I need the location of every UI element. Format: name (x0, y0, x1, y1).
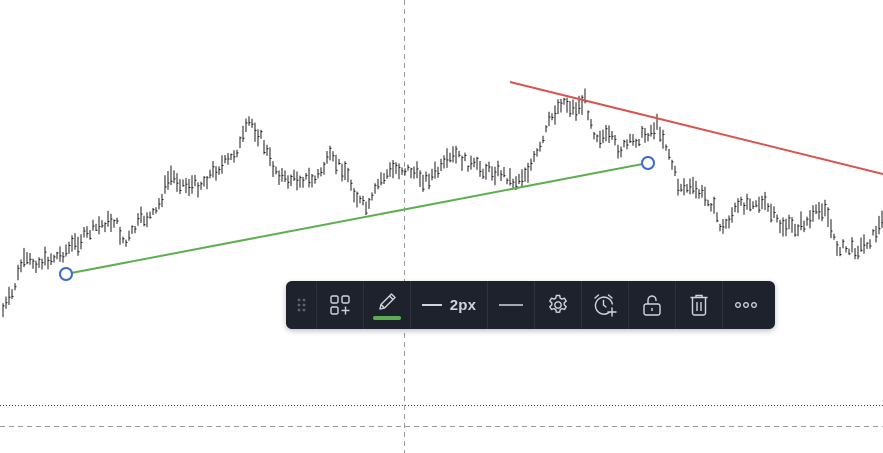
unlock-icon (643, 295, 661, 316)
toolbar-divider (675, 281, 676, 329)
line-width-icon (421, 304, 442, 306)
drawing-toolbar: 2px (286, 281, 775, 329)
more-options-button[interactable] (723, 281, 769, 329)
toolbar-divider (628, 281, 629, 329)
line-color-swatch (373, 316, 401, 320)
add-alert-button[interactable] (582, 281, 628, 329)
line-style-button[interactable] (488, 281, 534, 329)
line-color-button[interactable] (364, 281, 410, 329)
more-icon (735, 302, 758, 308)
templates-button[interactable] (317, 281, 363, 329)
line-style-icon (499, 304, 523, 306)
line-width-button[interactable]: 2px (411, 281, 487, 329)
alarm-clock-plus-icon (594, 294, 617, 317)
toolbar-divider (534, 281, 535, 329)
toolbar-divider (722, 281, 723, 329)
lock-button[interactable] (629, 281, 675, 329)
toolbar-divider (410, 281, 411, 329)
price-bars (2, 88, 883, 318)
templates-icon (330, 295, 350, 315)
delete-button[interactable] (676, 281, 722, 329)
trendline-start-anchor[interactable] (59, 267, 73, 281)
toolbar-divider (316, 281, 317, 329)
toolbar-divider (363, 281, 364, 329)
toolbar-divider (581, 281, 582, 329)
support-trendline[interactable] (65, 162, 649, 275)
drag-handle-icon[interactable] (286, 281, 316, 329)
toolbar-divider (487, 281, 488, 329)
trash-icon (690, 294, 708, 316)
resistance-trendline[interactable] (509, 81, 883, 175)
pencil-icon (379, 293, 396, 310)
settings-button[interactable] (535, 281, 581, 329)
line-width-label: 2px (449, 296, 477, 314)
trendline-end-anchor[interactable] (641, 156, 655, 170)
gear-icon (549, 294, 567, 313)
